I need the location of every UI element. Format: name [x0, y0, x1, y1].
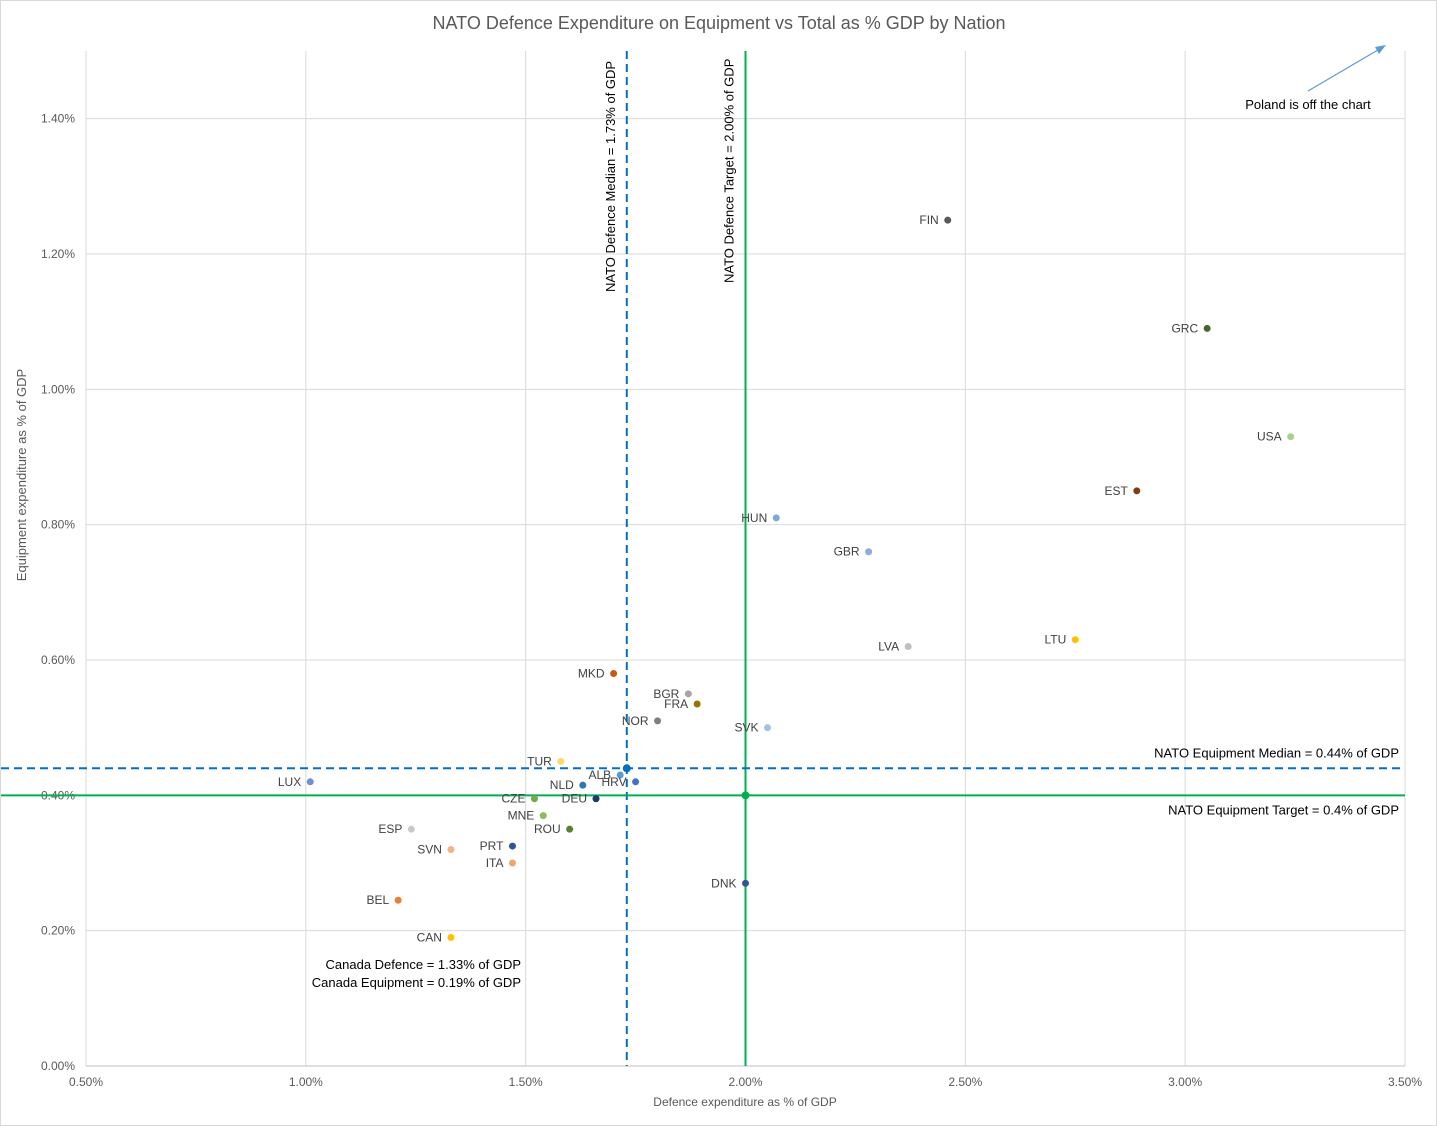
point-can [447, 933, 455, 941]
x-tick-label: 0.50% [69, 1075, 103, 1089]
point-label-prt: PRT [480, 839, 504, 853]
point-nor [654, 717, 662, 725]
point-label-can: CAN [417, 930, 442, 944]
point-label-svn: SVN [417, 842, 442, 856]
point-rou [566, 825, 574, 833]
equipment-target-label: NATO Equipment Target = 0.4% of GDP [1168, 802, 1399, 817]
point-label-fin: FIN [919, 213, 938, 227]
point-label-nld: NLD [550, 778, 574, 792]
point-label-tur: TUR [527, 755, 552, 769]
point-label-rou: ROU [534, 822, 561, 836]
point-label-hun: HUN [741, 511, 767, 525]
point-label-bgr: BGR [653, 687, 679, 701]
point-label-gbr: GBR [834, 545, 860, 559]
x-tick-label: 3.50% [1388, 1075, 1422, 1089]
point-deu [592, 795, 600, 803]
point-label-deu: DEU [562, 792, 587, 806]
y-tick-label: 1.40% [41, 112, 75, 126]
point-cze [530, 795, 538, 803]
point-gbr [865, 548, 873, 556]
point-hrv [632, 778, 640, 786]
poland-annotation: Poland is off the chart [1245, 97, 1371, 112]
poland-arrow-head-icon [1375, 45, 1386, 54]
point-mne [539, 812, 547, 820]
y-tick-label: 1.00% [41, 382, 75, 396]
point-nld [579, 781, 587, 789]
target-intersection-marker [741, 791, 750, 800]
y-tick-label: 1.20% [41, 247, 75, 261]
point-label-nor: NOR [622, 714, 649, 728]
point-hun [772, 514, 780, 522]
point-ltu [1071, 636, 1079, 644]
point-label-usa: USA [1257, 430, 1282, 444]
point-label-lva: LVA [878, 639, 899, 653]
point-label-lux: LUX [278, 775, 301, 789]
point-dnk [742, 879, 749, 887]
point-svn [447, 845, 455, 853]
point-label-cze: CZE [501, 792, 525, 806]
y-tick-label: 0.60% [41, 653, 75, 667]
point-fra [693, 700, 701, 708]
y-tick-label: 0.20% [41, 924, 75, 938]
point-label-esp: ESP [378, 822, 402, 836]
point-label-bel: BEL [366, 893, 389, 907]
chart-title: NATO Defence Expenditure on Equipment vs… [433, 13, 1006, 33]
x-tick-label: 2.50% [948, 1075, 982, 1089]
y-tick-label: 0.80% [41, 518, 75, 532]
point-esp [407, 825, 415, 833]
point-alb [616, 771, 624, 779]
y-tick-label: 0.00% [41, 1059, 75, 1073]
point-label-fra: FRA [664, 697, 688, 711]
point-label-est: EST [1104, 484, 1128, 498]
point-grc [1203, 324, 1211, 332]
point-usa [1287, 433, 1295, 441]
point-bgr [684, 690, 692, 698]
defence-target-label: NATO Defence Target = 2.00% of GDP [722, 59, 737, 283]
canada-equipment-annotation: Canada Equipment = 0.19% of GDP [312, 975, 521, 990]
point-svk [763, 724, 771, 732]
point-lux [306, 778, 314, 786]
x-tick-label: 3.00% [1168, 1075, 1202, 1089]
point-label-ltu: LTU [1044, 633, 1066, 647]
point-label-dnk: DNK [711, 876, 736, 890]
point-mkd [610, 670, 618, 678]
point-est [1133, 487, 1141, 495]
point-fin [944, 216, 952, 224]
point-prt [508, 842, 516, 850]
canada-defence-annotation: Canada Defence = 1.33% of GDP [326, 957, 521, 972]
defence-median-label: NATO Defence Median = 1.73% of GDP [603, 61, 618, 292]
point-ita [508, 859, 516, 867]
point-label-grc: GRC [1171, 321, 1198, 335]
point-label-hrv: HRV [601, 775, 626, 789]
point-tur [557, 758, 565, 765]
point-label-mkd: MKD [578, 667, 605, 681]
equipment-median-label: NATO Equipment Median = 0.44% of GDP [1154, 745, 1399, 760]
point-label-ita: ITA [486, 856, 504, 870]
point-lva [904, 642, 912, 650]
x-tick-label: 1.50% [509, 1075, 543, 1089]
point-label-svk: SVK [734, 721, 758, 735]
x-tick-label: 2.00% [728, 1075, 762, 1089]
poland-arrow [1307, 46, 1384, 92]
x-tick-label: 1.00% [289, 1075, 323, 1089]
point-label-alb: ALB [589, 768, 612, 782]
x-axis-label: Defence expenditure as % of GDP [653, 1095, 836, 1109]
y-axis-label: Equipment expenditure as % of GDP [14, 369, 29, 581]
median-intersection-marker [622, 764, 631, 773]
point-bel [394, 896, 402, 904]
point-label-mne: MNE [508, 809, 535, 823]
